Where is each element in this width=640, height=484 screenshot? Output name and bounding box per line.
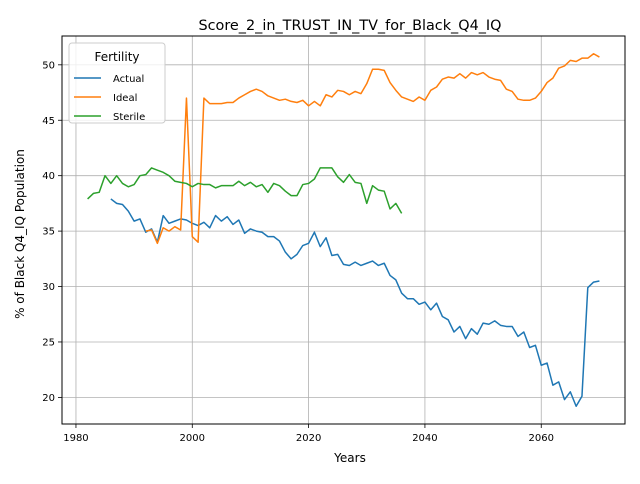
- y-tick-label: 30: [42, 282, 55, 293]
- x-tick-label: 2040: [412, 433, 437, 444]
- axis-ticks: 1980 2000 2020 2040 2060 20 25 30 35 40 45 50: [42, 60, 554, 444]
- series-lines: [87, 52, 600, 408]
- x-tick-label: 2060: [529, 433, 554, 444]
- legend-label-ideal: Ideal: [113, 93, 137, 104]
- x-tick-label: 1980: [63, 433, 88, 444]
- legend-box: [68, 42, 166, 124]
- y-axis-label: % of Black Q4_IQ Population: [13, 149, 27, 319]
- y-tick-label: 45: [42, 116, 55, 127]
- series-line-actual: [110, 198, 600, 408]
- x-tick-label: 2020: [296, 433, 321, 444]
- x-axis-label: Years: [333, 451, 366, 465]
- legend-items: Actual Ideal Sterile: [74, 74, 145, 123]
- series-line-ideal: [145, 52, 600, 245]
- legend-label-sterile: Sterile: [113, 112, 145, 123]
- y-tick-label: 50: [42, 60, 55, 71]
- series-line-sterile: [87, 167, 403, 214]
- legend-label-actual: Actual: [113, 74, 144, 85]
- plot-area-frame: [61, 35, 626, 425]
- y-tick-label: 35: [42, 227, 55, 238]
- legend-title: Fertility: [94, 50, 139, 64]
- y-tick-label: 20: [42, 393, 55, 404]
- chart-title: Score_2_in_TRUST_IN_TV_for_Black_Q4_IQ: [198, 18, 501, 34]
- legend: Fertility Actual Ideal Sterile: [68, 42, 166, 124]
- x-tick-label: 2000: [180, 433, 205, 444]
- y-tick-label: 40: [42, 171, 55, 182]
- y-tick-label: 25: [42, 337, 55, 348]
